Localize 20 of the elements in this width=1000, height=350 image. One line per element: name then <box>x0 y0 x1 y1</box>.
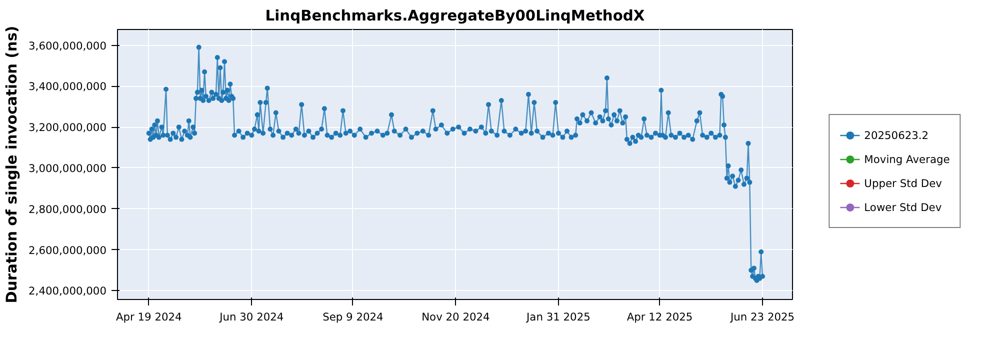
chart-title: LinqBenchmarks.AggregateBy00LinqMethodX <box>265 8 645 24</box>
x-tick-label: Nov 20 2024 <box>422 310 490 324</box>
y-tick-label: 2,600,000,000 <box>28 244 107 257</box>
legend-label: 20250623.2 <box>864 128 929 142</box>
x-tick-label: Sep 9 2024 <box>322 310 384 324</box>
x-tick-label: Jan 31 2025 <box>526 310 590 324</box>
legend-label: Upper Std Dev <box>864 176 942 190</box>
y-tick-label: 2,800,000,000 <box>28 202 107 216</box>
x-tick-label: Apr 19 2024 <box>116 310 182 324</box>
x-tick-label: Jun 23 2025 <box>729 310 795 324</box>
y-tick-label: 3,400,000,000 <box>28 80 107 94</box>
y-tick-label: 3,200,000,000 <box>28 121 107 134</box>
y-tick-label: 2,400,000,000 <box>28 284 107 298</box>
y-tick-label: 3,000,000,000 <box>28 162 107 175</box>
y-tick-label: 3,600,000,000 <box>28 39 107 52</box>
y-axis-title: Duration of single invocation (ns) <box>4 26 21 304</box>
x-tick-label: Jun 30 2024 <box>218 310 284 324</box>
legend-label: Moving Average <box>864 152 950 166</box>
legend-label: Lower Std Dev <box>864 200 942 214</box>
x-tick-label: Apr 12 2025 <box>626 310 693 324</box>
